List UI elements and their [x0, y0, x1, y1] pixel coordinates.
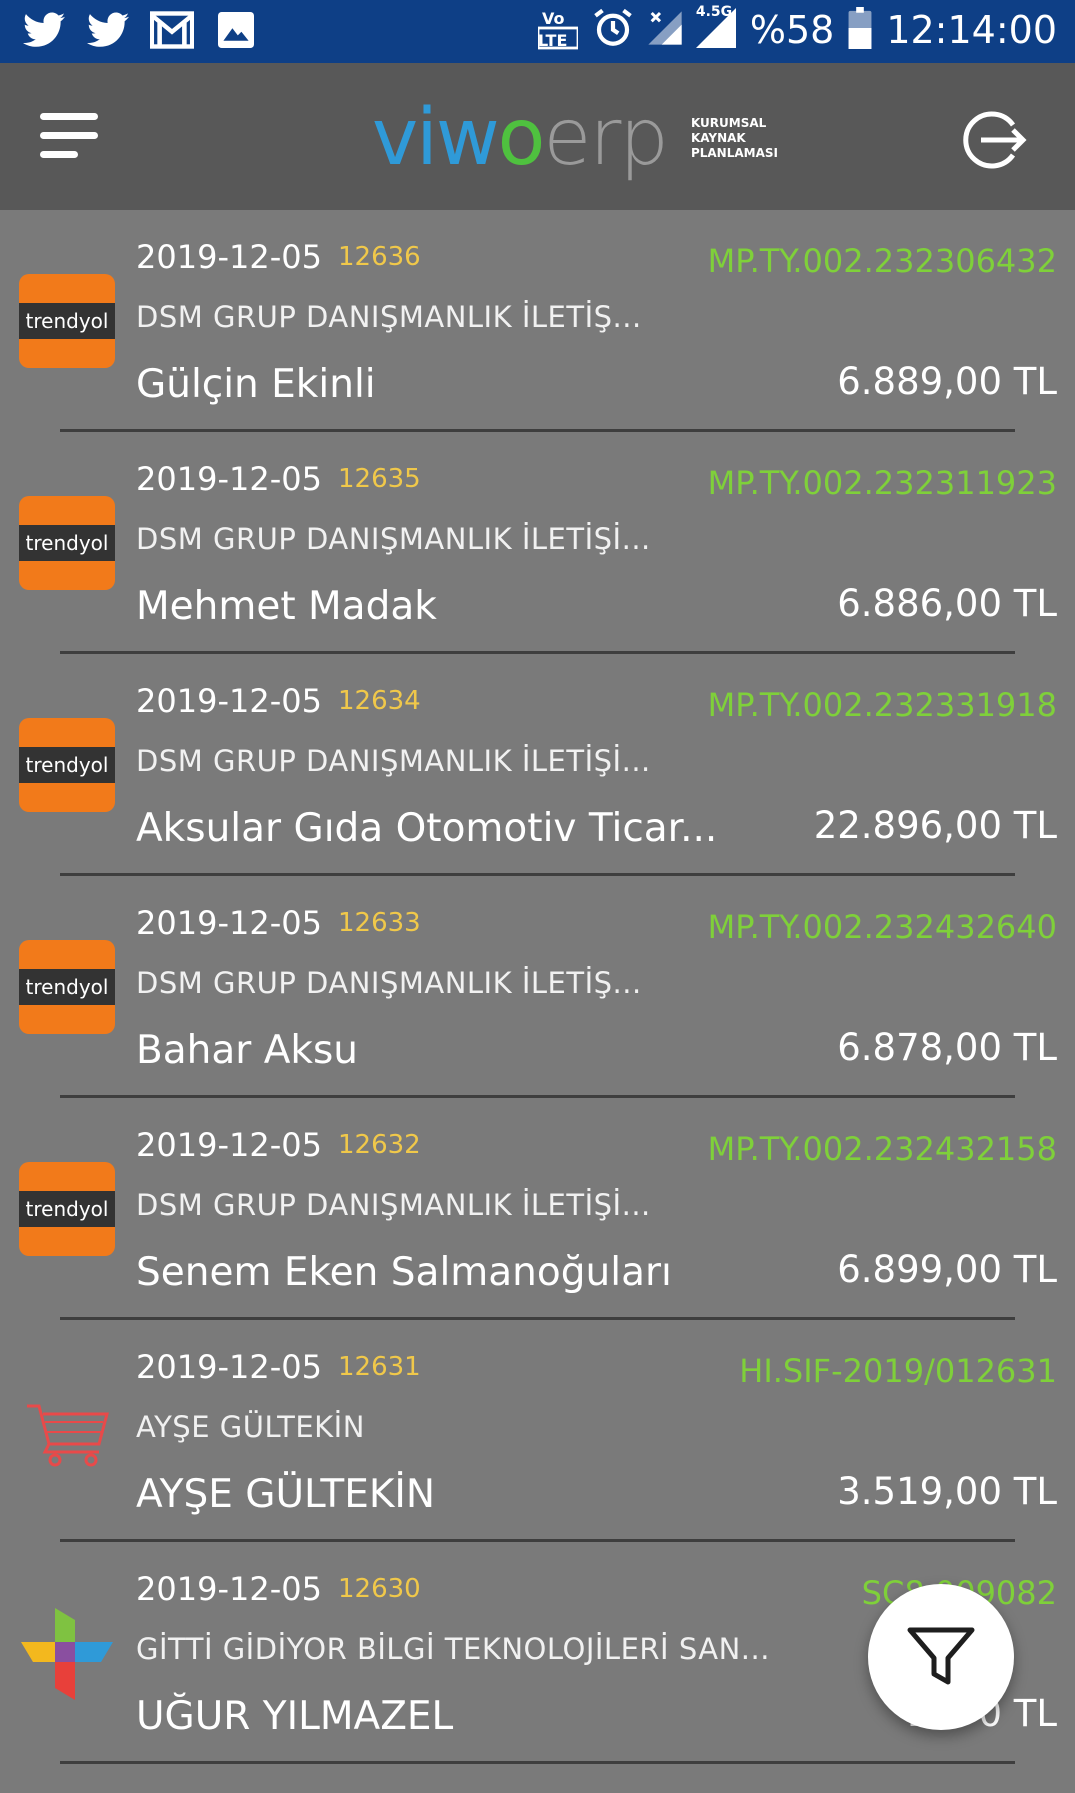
trendyol-logo: trendyol	[19, 496, 115, 592]
order-code: MP.TY.002.232331918	[707, 686, 1057, 724]
divider	[60, 1539, 1015, 1542]
order-amount: 6.899,00 TL	[837, 1248, 1057, 1291]
battery-percentage: %58	[749, 8, 835, 52]
list-item[interactable]: trendyol 2019-12-05 12634 MP.TY.002.2323…	[0, 654, 1075, 876]
trendyol-logo: trendyol	[19, 274, 115, 370]
svg-text:Vo: Vo	[542, 9, 565, 28]
company-name: DSM GRUP DANIŞMANLIK İLETİŞ...	[136, 300, 642, 334]
order-date: 2019-12-05	[136, 238, 322, 276]
order-number: 12632	[338, 1130, 421, 1160]
order-amount: 6.886,00 TL	[837, 582, 1057, 625]
twitter-icon	[86, 8, 130, 52]
volte-icon: Vo LTE	[536, 6, 580, 54]
gittigidiyor-logo	[19, 1606, 115, 1702]
order-number: 12630	[338, 1574, 421, 1604]
divider	[60, 873, 1015, 876]
company-name: DSM GRUP DANIŞMANLIK İLETİŞİ...	[136, 744, 651, 778]
list-item[interactable]: trendyol 2019-12-05 12635 MP.TY.002.2323…	[0, 432, 1075, 654]
list-item[interactable]: trendyol 2019-12-05 12636 MP.TY.002.2323…	[0, 210, 1075, 432]
order-date: 2019-12-05	[136, 1570, 322, 1608]
order-date: 2019-12-05	[136, 460, 322, 498]
order-date: 2019-12-05	[136, 682, 322, 720]
gmail-icon	[150, 8, 194, 52]
signal-icon	[648, 8, 682, 52]
customer-name: UĞUR YILMAZEL	[136, 1694, 454, 1739]
order-date: 2019-12-05	[136, 1126, 322, 1164]
order-amount: 3.519,00 TL	[837, 1470, 1057, 1513]
trendyol-logo: trendyol	[19, 940, 115, 1036]
trendyol-logo: trendyol	[19, 1162, 115, 1258]
divider	[60, 429, 1015, 432]
status-bar: Vo LTE 4.5G %58 12:14:00	[0, 0, 1075, 63]
divider	[60, 651, 1015, 654]
customer-name: AYŞE GÜLTEKİN	[136, 1472, 436, 1517]
company-name: DSM GRUP DANIŞMANLIK İLETİŞİ...	[136, 522, 651, 556]
shopping-cart-icon	[19, 1384, 115, 1480]
company-name: DSM GRUP DANIŞMANLIK İLETİŞ...	[136, 966, 642, 1000]
customer-name: Aksular Gıda Otomotiv Ticar...	[136, 806, 718, 851]
filter-button[interactable]	[868, 1584, 1014, 1730]
customer-name: Senem Eken Salmanoğuları	[136, 1250, 672, 1295]
logo-subtitle: KURUMSAL KAYNAK PLANLAMASI	[690, 115, 778, 160]
signal-icon: 4.5G	[695, 4, 736, 52]
app-bar: viwoerp KURUMSAL KAYNAK PLANLAMASI	[0, 63, 1075, 210]
order-number: 12631	[338, 1352, 421, 1382]
order-code: MP.TY.002.232306432	[707, 242, 1057, 280]
order-date: 2019-12-05	[136, 1348, 322, 1386]
filter-icon	[907, 1627, 975, 1685]
menu-icon	[40, 113, 98, 120]
alarm-icon	[592, 7, 634, 53]
company-name: DSM GRUP DANIŞMANLIK İLETİŞİ...	[136, 1188, 651, 1222]
battery-icon	[848, 7, 872, 53]
logout-icon	[963, 111, 1027, 169]
trendyol-logo: trendyol	[19, 718, 115, 814]
viwo-erp-logo: viwoerp KURUMSAL KAYNAK PLANLAMASI	[372, 93, 778, 183]
network-type: 4.5G	[695, 4, 733, 20]
company-name: AYŞE GÜLTEKİN	[136, 1410, 365, 1444]
list-item[interactable]: 2019-12-05 12630 SC8 009082 GİTTİ GİDİYO…	[0, 1542, 1075, 1764]
list-item[interactable]: trendyol 2019-12-05 12633 MP.TY.002.2324…	[0, 876, 1075, 1098]
twitter-icon	[22, 8, 66, 52]
customer-name: Gülçin Ekinli	[136, 362, 376, 407]
customer-name: Bahar Aksu	[136, 1028, 359, 1073]
list-item[interactable]: trendyol 2019-12-05 12632 MP.TY.002.2324…	[0, 1098, 1075, 1320]
order-amount: 6.878,00 TL	[837, 1026, 1057, 1069]
svg-text:LTE: LTE	[538, 31, 567, 50]
order-number: 12635	[338, 464, 421, 494]
clock: 12:14:00	[886, 8, 1057, 52]
list-item[interactable]: 2019-12-05 12631 HI.SIF-2019/012631 AYŞE…	[0, 1320, 1075, 1542]
order-amount: 22.896,00 TL	[813, 804, 1057, 847]
power-icon: o	[497, 93, 546, 183]
order-code: MP.TY.002.232432640	[707, 908, 1057, 946]
order-code: HI.SIF-2019/012631	[739, 1352, 1057, 1390]
order-code: MP.TY.002.232311923	[707, 464, 1057, 502]
customer-name: Mehmet Madak	[136, 584, 437, 629]
divider	[60, 1317, 1015, 1320]
image-icon	[214, 8, 258, 52]
divider	[60, 1095, 1015, 1098]
order-code: MP.TY.002.232432158	[707, 1130, 1057, 1168]
menu-button[interactable]	[40, 113, 102, 159]
order-list: trendyol 2019-12-05 12636 MP.TY.002.2323…	[0, 210, 1075, 1764]
logout-button[interactable]	[961, 107, 1027, 173]
order-date: 2019-12-05	[136, 904, 322, 942]
order-number: 12636	[338, 242, 421, 272]
company-name: GİTTİ GİDİYOR BİLGİ TEKNOLOJİLERİ SAN...	[136, 1632, 770, 1666]
order-number: 12633	[338, 908, 421, 938]
order-amount: 6.889,00 TL	[837, 360, 1057, 403]
order-number: 12634	[338, 686, 421, 716]
divider	[60, 1761, 1015, 1764]
